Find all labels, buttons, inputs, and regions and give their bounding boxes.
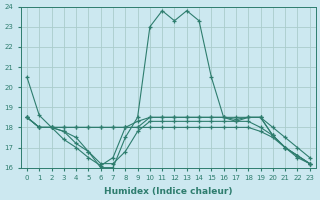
X-axis label: Humidex (Indice chaleur): Humidex (Indice chaleur) [104,187,233,196]
